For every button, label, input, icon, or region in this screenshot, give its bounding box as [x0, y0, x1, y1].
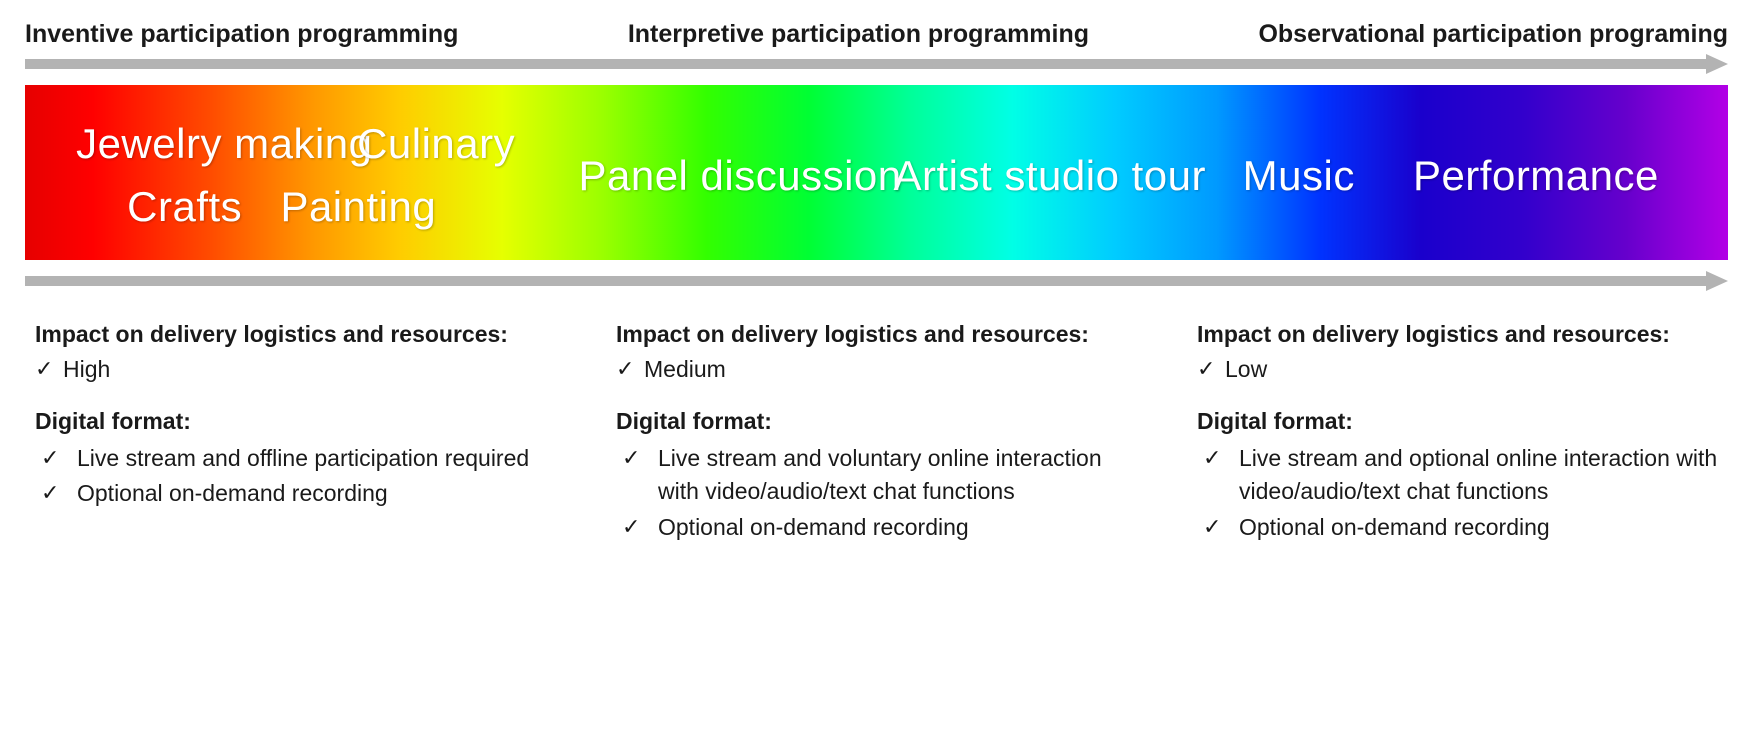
header-row: Inventive participation programming Inte… — [25, 20, 1728, 49]
header-right: Observational participation programing — [1258, 20, 1728, 49]
details-column: Impact on delivery logistics and resourc… — [616, 318, 1137, 546]
spectrum-word: Artist studio tour — [894, 152, 1206, 200]
details-column: Impact on delivery logistics and resourc… — [1197, 318, 1718, 546]
bottom-arrow — [25, 274, 1728, 288]
details-column: Impact on delivery logistics and resourc… — [35, 318, 556, 546]
format-list: Live stream and offline participation re… — [35, 442, 556, 511]
format-item: Live stream and voluntary online interac… — [622, 442, 1137, 509]
spectrum-word: Panel discussion — [578, 152, 901, 200]
arrow-shaft — [25, 276, 1710, 286]
top-arrow — [25, 57, 1728, 71]
spectrum-word: Music — [1243, 152, 1355, 200]
format-list: Live stream and voluntary online interac… — [616, 442, 1137, 544]
format-item: Live stream and offline participation re… — [41, 442, 556, 475]
arrow-head-icon — [1706, 54, 1728, 74]
format-list: Live stream and optional online interact… — [1197, 442, 1718, 544]
format-title: Digital format: — [35, 405, 556, 438]
impact-level: Medium — [616, 353, 1137, 386]
impact-title: Impact on delivery logistics and resourc… — [1197, 318, 1718, 351]
format-item: Optional on-demand recording — [41, 477, 556, 510]
header-center: Interpretive participation programming — [628, 20, 1089, 49]
details-row: Impact on delivery logistics and resourc… — [25, 318, 1728, 546]
impact-title: Impact on delivery logistics and resourc… — [35, 318, 556, 351]
header-left: Inventive participation programming — [25, 20, 458, 49]
arrow-head-icon — [1706, 271, 1728, 291]
arrow-shaft — [25, 59, 1710, 69]
spectrum-word: Jewelry making — [76, 120, 372, 168]
format-item: Live stream and optional online interact… — [1203, 442, 1718, 509]
spectrum-word: Culinary — [357, 120, 515, 168]
impact-level: Low — [1197, 353, 1718, 386]
format-item: Optional on-demand recording — [622, 511, 1137, 544]
spectrum-word: Crafts — [127, 183, 242, 231]
impact-title: Impact on delivery logistics and resourc… — [616, 318, 1137, 351]
format-title: Digital format: — [1197, 405, 1718, 438]
spectrum-word: Painting — [280, 183, 436, 231]
format-title: Digital format: — [616, 405, 1137, 438]
impact-level: High — [35, 353, 556, 386]
format-item: Optional on-demand recording — [1203, 511, 1718, 544]
spectrum-band: Jewelry making Crafts Culinary Painting Pane… — [25, 85, 1728, 260]
spectrum-word: Performance — [1413, 152, 1659, 200]
